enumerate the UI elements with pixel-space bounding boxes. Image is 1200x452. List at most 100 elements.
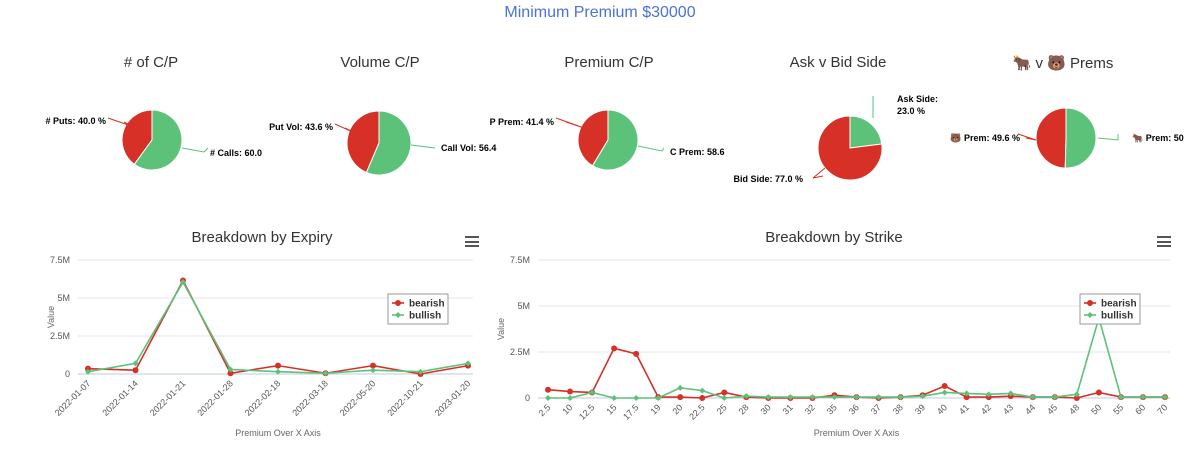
line-chart-svg: Breakdown by Strike 0 2.5M 5M 7.5M Value 2.5 10…: [496, 229, 1170, 438]
data-point-bullish[interactable]: [85, 368, 91, 375]
data-point-bullish[interactable]: [1117, 394, 1124, 401]
data-point-bearish[interactable]: [370, 362, 376, 369]
data-point-bullish[interactable]: [417, 368, 424, 375]
pie-slice[interactable]: [365, 110, 412, 176]
data-point-bullish[interactable]: [897, 394, 904, 401]
x-tick-label: 19: [648, 402, 662, 416]
data-point-bullish[interactable]: [831, 394, 838, 401]
pie-slice[interactable]: [346, 110, 380, 174]
data-point-bullish[interactable]: [1007, 390, 1014, 397]
slice-label: Call Vol: 56.4: [441, 143, 496, 153]
data-point-bullish[interactable]: [132, 360, 139, 367]
data-point-bearish[interactable]: [721, 389, 728, 396]
data-point-bullish[interactable]: [611, 395, 618, 401]
pie-chart-volume-cp: Volume C/P Put Vol: 43.6 % Call Vol: 56.4: [265, 48, 496, 208]
pie-slice[interactable]: [817, 115, 883, 181]
pie-slice[interactable]: [1064, 107, 1097, 169]
legend-item-bullish[interactable]: bullish: [409, 311, 441, 322]
x-tick-label: 2023-01-20: [433, 378, 473, 418]
data-point-bearish[interactable]: [677, 394, 684, 401]
data-point-bullish[interactable]: [941, 389, 948, 396]
data-point-bullish[interactable]: [633, 395, 640, 401]
data-point-bullish[interactable]: [180, 279, 186, 286]
pie-svg: 🐻 Prem: 49.6 % 🐂 Prem: 50: [950, 107, 1184, 169]
pie-slice[interactable]: [591, 109, 639, 171]
data-point-bullish[interactable]: [743, 393, 750, 400]
pie-slice[interactable]: [133, 109, 183, 171]
data-point-bullish[interactable]: [545, 395, 551, 401]
pie-svg: P Prem: 41.4 % C Prem: 58.6: [490, 109, 725, 171]
data-point-bearish[interactable]: [545, 386, 551, 393]
data-point-bearish[interactable]: [85, 365, 91, 372]
data-point-bearish[interactable]: [567, 388, 574, 395]
data-point-bullish[interactable]: [567, 395, 574, 401]
pie-chart-bull-bear: 🐂 v 🐻 Prems 🐻 Prem: 49.6 % 🐂 Prem: 50: [948, 48, 1184, 208]
data-point-bullish[interactable]: [655, 395, 662, 401]
data-point-bullish[interactable]: [370, 367, 376, 374]
slice-label: Ask Side:: [897, 94, 938, 104]
data-point-bullish[interactable]: [875, 394, 882, 401]
slice-label: P Prem: 41.4 %: [490, 117, 554, 127]
x-tick-label: 15: [604, 402, 618, 416]
legend-item-bullish[interactable]: bullish: [1101, 311, 1133, 322]
legend-item-bearish[interactable]: bearish: [409, 299, 445, 310]
data-point-bearish[interactable]: [633, 350, 640, 357]
x-tick-label: 10: [560, 402, 574, 416]
y-axis-title: Value: [496, 318, 506, 340]
data-point-bullish[interactable]: [275, 368, 281, 375]
legend-box: [1079, 293, 1141, 325]
data-point-bearish[interactable]: [132, 367, 139, 374]
pie-slice[interactable]: [121, 109, 153, 165]
connector-line: [1097, 134, 1119, 141]
pie-title: Volume C/P: [340, 54, 420, 71]
data-point-bearish[interactable]: [1095, 389, 1102, 396]
data-point-bullish[interactable]: [1162, 394, 1168, 401]
data-point-bearish[interactable]: [275, 362, 281, 369]
legend-item-bearish[interactable]: bearish: [1101, 299, 1137, 310]
y-tick-label: 5M: [517, 301, 530, 311]
data-point-bullish[interactable]: [853, 394, 860, 401]
data-point-bullish[interactable]: [322, 370, 329, 377]
data-point-bullish[interactable]: [465, 360, 471, 367]
x-tick-label: 39: [913, 402, 927, 416]
data-point-bearish[interactable]: [963, 394, 970, 401]
data-point-bullish[interactable]: [1029, 394, 1036, 401]
pie-title: Premium C/P: [564, 54, 654, 71]
data-point-bullish[interactable]: [1139, 394, 1146, 401]
chart-title: Breakdown by Strike: [765, 229, 903, 246]
data-point-bullish[interactable]: [1073, 391, 1080, 398]
data-point-bearish[interactable]: [1073, 395, 1080, 401]
pie-svg: Put Vol: 43.6 % Call Vol: 56.4: [269, 110, 496, 176]
data-point-bearish[interactable]: [941, 383, 948, 390]
data-point-bullish[interactable]: [985, 391, 992, 398]
data-point-bullish[interactable]: [765, 394, 772, 401]
y-tick-label: 2.5M: [510, 347, 530, 357]
data-point-bullish[interactable]: [963, 390, 970, 397]
data-point-bullish[interactable]: [809, 394, 816, 401]
data-point-bearish[interactable]: [699, 395, 706, 401]
connector-line: [410, 144, 436, 149]
x-tick-label: 50: [1089, 402, 1103, 416]
x-tick-label: 35: [825, 402, 839, 416]
pie-slice[interactable]: [1035, 107, 1067, 169]
data-point-bullish[interactable]: [1051, 394, 1058, 401]
x-tick-label: 2022-03-18: [290, 378, 330, 418]
menu-icon[interactable]: [465, 236, 479, 247]
menu-icon[interactable]: [1157, 236, 1171, 247]
data-point-bullish[interactable]: [227, 366, 234, 373]
pie-chart-ask-bid: Ask v Bid Side Ask Side: 23.0 % Bid Side: …: [723, 48, 953, 208]
x-tick-label: 60: [1133, 402, 1147, 416]
data-point-bullish[interactable]: [589, 389, 596, 396]
x-axis-title: Premium Over X Axis: [814, 428, 900, 438]
slice-label-value: 23.0 %: [897, 106, 925, 116]
data-point-bullish[interactable]: [721, 395, 728, 401]
pie-chart-premium-cp: Premium C/P P Prem: 41.4 % C Prem: 58.6: [490, 48, 725, 208]
y-tick-label: 2.5M: [50, 331, 70, 341]
data-point-bearish[interactable]: [611, 345, 618, 352]
pie-slice[interactable]: [849, 115, 883, 149]
data-point-bullish[interactable]: [699, 387, 706, 394]
data-point-bullish[interactable]: [787, 394, 794, 401]
data-point-bullish[interactable]: [919, 393, 926, 400]
data-point-bearish[interactable]: [227, 370, 234, 377]
data-point-bullish[interactable]: [677, 384, 684, 391]
